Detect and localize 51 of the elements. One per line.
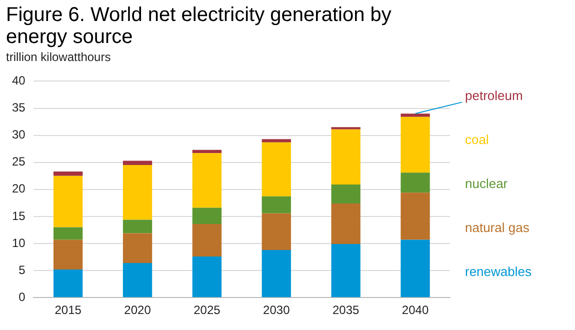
text: petroleum	[465, 88, 523, 103]
chart-title: Figure 6. World net electricity generation by energy source	[6, 4, 392, 48]
y-tick-label: 40	[12, 74, 26, 88]
bar	[400, 116, 430, 173]
text: renewables	[465, 264, 532, 280]
bar	[331, 184, 360, 204]
y-tick-label: 35	[12, 100, 26, 115]
bar	[122, 233, 152, 263]
bar	[331, 129, 360, 185]
x-tick-label: 2035	[332, 303, 360, 318]
y-tick-label: 30	[12, 128, 26, 142]
bar	[400, 192, 430, 240]
y-tick-label: 25	[12, 154, 26, 169]
bar	[400, 114, 430, 117]
y-tick-label: 0	[18, 290, 26, 304]
x-tick-label: 2025	[194, 303, 221, 318]
text: nuclear	[465, 176, 508, 191]
bar	[122, 262, 152, 298]
bar	[400, 240, 430, 298]
bar	[192, 150, 222, 154]
bar	[331, 203, 360, 244]
y-tick-label: 20	[12, 182, 26, 196]
y-tick-label: 10	[12, 236, 26, 250]
bar	[122, 160, 152, 166]
bar	[192, 208, 222, 224]
bar	[53, 172, 83, 176]
bar	[262, 196, 291, 214]
y-tick-label: 15	[12, 208, 26, 223]
text: coal	[465, 132, 489, 147]
bar	[53, 269, 83, 298]
bar	[53, 176, 83, 228]
bar	[262, 139, 291, 142]
bar	[262, 213, 291, 250]
bar	[53, 227, 83, 240]
bar	[122, 220, 152, 234]
bar	[192, 256, 222, 298]
x-tick-label: 2015	[54, 303, 82, 318]
bar	[331, 244, 360, 298]
bar	[122, 165, 152, 220]
bar	[400, 172, 430, 193]
bar	[53, 240, 83, 270]
bar	[192, 224, 222, 256]
x-tick-label: 2020	[124, 303, 152, 318]
y-axis-title: trillion kilowatthours	[6, 50, 111, 64]
text: natural gas	[465, 220, 530, 236]
x-tick-label: 2040	[402, 303, 429, 318]
bar	[262, 250, 291, 298]
y-tick-label: 5	[18, 262, 26, 277]
x-tick-label: 2030	[263, 303, 290, 318]
bar	[192, 153, 222, 208]
bar	[262, 142, 291, 196]
